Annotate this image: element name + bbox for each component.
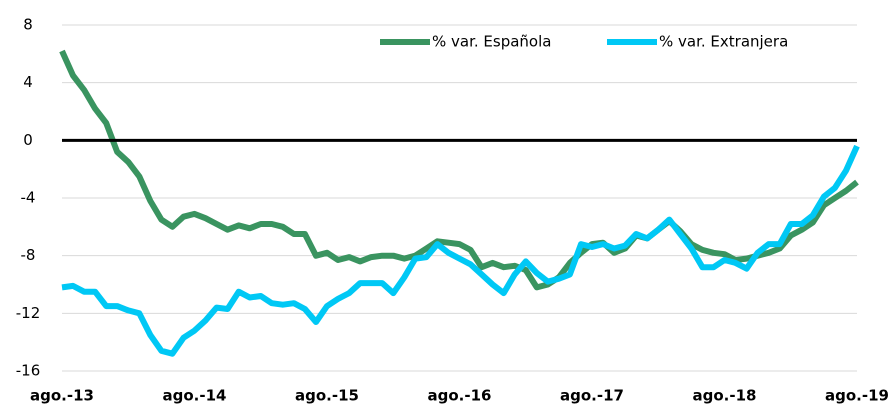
x-tick-label: ago.-19 [825,387,889,405]
y-tick-label: 8 [23,16,33,34]
y-tick-label: 0 [23,131,33,149]
x-tick-label: ago.-15 [295,387,359,405]
y-tick-label: -16 [16,362,41,380]
x-tick-label: ago.-18 [693,387,757,405]
y-tick-label: -12 [16,304,41,322]
x-tick-label: ago.-13 [30,387,94,405]
y-tick-label: 4 [23,73,33,91]
y-tick-label: -4 [21,189,36,207]
series-line [59,49,859,291]
series-line [61,144,860,357]
x-tick-label: ago.-14 [163,387,227,405]
x-tick-label: ago.-16 [428,387,492,405]
x-tick-label: ago.-17 [560,387,624,405]
legend-label: % var. Española [432,33,551,51]
legend-label: % var. Extranjera [659,33,788,51]
y-tick-label: -8 [21,246,36,264]
